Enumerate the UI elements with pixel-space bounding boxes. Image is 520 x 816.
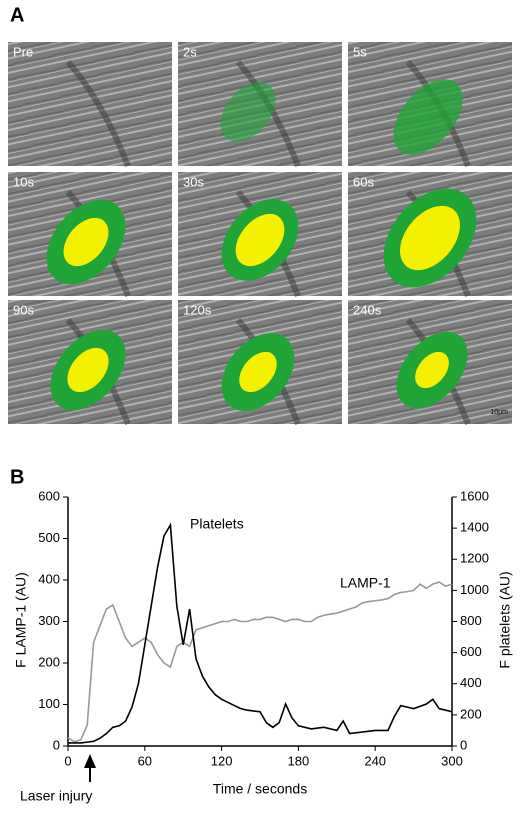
- y2-tick-label: 1600: [460, 488, 489, 503]
- yellow-signal: [239, 351, 277, 393]
- y2-tick-label: 400: [460, 675, 482, 690]
- annotation: LAMP-1: [340, 575, 391, 591]
- panel-letter: A: [10, 4, 24, 26]
- y-tick-label: 100: [38, 696, 60, 711]
- yellow-signal: [235, 213, 285, 267]
- scale-bar-label: 10µm: [490, 409, 508, 416]
- y2-axis-title: F platelets (AU): [497, 571, 513, 668]
- green-signal: [393, 79, 463, 155]
- x-tick-label: 240: [364, 753, 386, 768]
- y-tick-label: 500: [38, 530, 60, 545]
- image-label: 2s: [183, 44, 197, 59]
- y-tick-label: 200: [38, 654, 60, 669]
- vessel-shadow: [65, 60, 131, 168]
- yellow-signal: [67, 347, 109, 393]
- y2-tick-label: 0: [460, 737, 467, 752]
- y-axis-title: F LAMP-1 (AU): [13, 572, 29, 668]
- arrow-head: [84, 754, 96, 768]
- x-tick-label: 0: [64, 753, 71, 768]
- x-tick-label: 60: [138, 753, 152, 768]
- x-axis-title: Time / seconds: [213, 781, 307, 797]
- micrograph: [8, 42, 172, 166]
- y2-tick-label: 1200: [460, 551, 489, 566]
- y2-tick-label: 1400: [460, 520, 489, 535]
- image-label: 10s: [13, 174, 34, 189]
- y2-tick-label: 800: [460, 613, 482, 628]
- x-tick-label: 300: [441, 753, 463, 768]
- chart: F LAMP-1 (AU) F platelets (AU) Time / se…: [13, 488, 513, 803]
- green-signal: [220, 82, 276, 142]
- y-tick-label: 600: [38, 488, 60, 503]
- x-tick-label: 180: [288, 753, 310, 768]
- yellow-signal: [415, 351, 449, 389]
- series-line: [68, 522, 453, 744]
- image-label: Pre: [13, 44, 33, 59]
- image-label: 5s: [353, 44, 367, 59]
- image-grid: Pre 2s 5s 10s 30s 60s 90s 120s 240s 10µm: [8, 42, 512, 426]
- panel-letter: B: [10, 466, 24, 488]
- series-line: [67, 581, 453, 743]
- x-tick-label: 120: [211, 753, 233, 768]
- image-label: 120s: [183, 302, 212, 317]
- y2-tick-label: 200: [460, 706, 482, 721]
- image-label: 60s: [353, 174, 374, 189]
- yellow-signal: [63, 217, 109, 267]
- y2-tick-label: 1000: [460, 582, 489, 597]
- y-tick-label: 400: [38, 571, 60, 586]
- image-label: 90s: [13, 302, 34, 317]
- y2-tick-label: 600: [460, 644, 482, 659]
- image-label: 240s: [353, 302, 382, 317]
- y-tick-label: 0: [53, 737, 60, 752]
- image-label: 30s: [183, 174, 204, 189]
- y-tick-label: 300: [38, 613, 60, 628]
- yellow-signal: [400, 205, 460, 271]
- annotation: Laser injury: [20, 788, 92, 804]
- annotation: Platelets: [190, 516, 244, 532]
